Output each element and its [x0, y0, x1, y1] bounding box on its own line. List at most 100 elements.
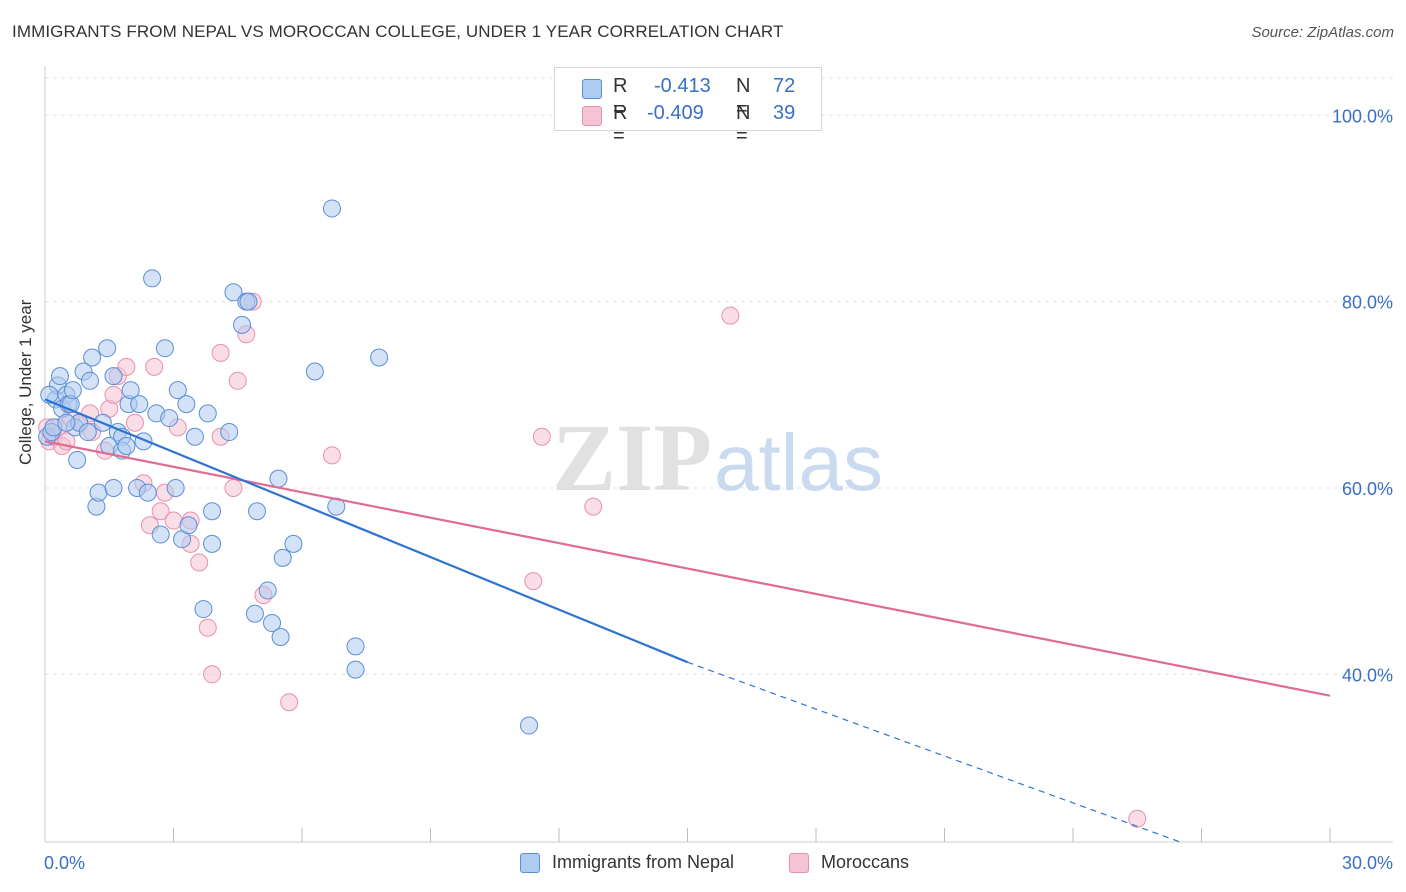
nepal-point — [185, 427, 204, 446]
moroccans-point — [721, 306, 740, 325]
tick-labels: 40.0% 60.0% 80.0% 100.0% 0.0% 30.0% — [44, 106, 1393, 873]
nepal-point — [239, 292, 258, 311]
moroccans-point — [125, 413, 144, 432]
nepal-trend-line — [44, 398, 688, 664]
nepal-point — [80, 371, 99, 390]
y-tick-label: 100.0% — [1332, 106, 1393, 126]
nepal-n-value: 72 — [773, 75, 796, 97]
nepal-point — [370, 348, 389, 367]
legend-nepal-label: Immigrants from Nepal — [552, 852, 735, 872]
nepal-point — [305, 362, 324, 381]
moroccans-point — [224, 478, 243, 497]
nepal-point — [50, 367, 69, 386]
nepal-point — [160, 409, 179, 428]
nepal-point — [269, 469, 288, 488]
source-label: Source: ZipAtlas.com — [1251, 24, 1394, 41]
nepal-point — [98, 339, 117, 358]
watermark: ZIP atlas — [552, 404, 883, 511]
nepal-point — [78, 423, 97, 442]
chart-title: IMMIGRANTS FROM NEPAL VS MOROCCAN COLLEG… — [12, 22, 784, 41]
nepal-point — [179, 516, 198, 535]
watermark-atlas: atlas — [714, 418, 883, 507]
nepal-point — [245, 604, 264, 623]
nepal-point — [284, 534, 303, 553]
nepal-r-value: -0.413 — [654, 75, 711, 97]
moroccans-point — [145, 357, 164, 376]
nepal-point — [220, 423, 239, 442]
nepal-point — [273, 548, 292, 567]
legend-nepal-swatch — [520, 853, 540, 873]
nepal-point — [40, 385, 59, 404]
trend-lines — [44, 398, 1331, 843]
nepal-point — [89, 483, 108, 502]
nepal-point — [166, 478, 185, 497]
nepal-point — [121, 381, 140, 400]
nepal-r-label: R = — [613, 75, 628, 120]
moroccans-point — [203, 665, 222, 684]
nepal-point — [346, 637, 365, 656]
moroccans-point — [104, 385, 123, 404]
nepal-point — [63, 381, 82, 400]
y-tick-label: 80.0% — [1342, 293, 1393, 313]
moroccans-point — [190, 553, 209, 572]
moroccans-point — [1128, 809, 1147, 828]
nepal-point — [263, 614, 282, 633]
moroccans-point — [151, 502, 170, 521]
moroccans-r-label: R = — [613, 102, 628, 147]
nepal-point — [83, 348, 102, 367]
axes — [44, 66, 1393, 843]
nepal-point — [346, 660, 365, 679]
y-axis-label: College, Under 1 year — [16, 299, 35, 465]
moroccans-point — [532, 427, 551, 446]
grid — [45, 77, 1393, 675]
legend-moroccans-label: Moroccans — [821, 852, 910, 872]
nepal-point — [203, 502, 222, 521]
stats-legend-box: R = -0.413 N = 72 R = -0.409 N = 39 — [554, 67, 822, 147]
nepal-point — [168, 381, 187, 400]
nepal-point — [117, 437, 136, 456]
nepal-point — [520, 716, 539, 735]
moroccans-point — [524, 572, 543, 591]
nepal-point — [57, 413, 76, 432]
moroccans-point — [164, 511, 183, 530]
moroccans-point — [322, 446, 341, 465]
nepal-point — [104, 478, 123, 497]
moroccans-n-label: N = — [736, 102, 751, 147]
moroccans-trend-line — [44, 440, 1331, 697]
moroccans-point — [211, 343, 230, 362]
moroccans-point — [228, 371, 247, 390]
nepal-point — [138, 483, 157, 502]
nepal-point — [151, 525, 170, 544]
nepal-point — [68, 451, 87, 469]
nepal-point — [233, 315, 252, 334]
moroccans-point — [117, 357, 136, 376]
nepal-point — [143, 269, 162, 288]
nepal-point — [271, 628, 290, 647]
nepal-n-label: N = — [736, 75, 751, 120]
y-tick-label: 40.0% — [1342, 665, 1393, 685]
nepal-point — [198, 404, 217, 423]
moroccans-points — [38, 292, 1147, 828]
nepal-swatch — [582, 79, 602, 99]
nepal-point — [194, 600, 213, 619]
x-tick-label: 0.0% — [44, 853, 85, 873]
nepal-point — [224, 283, 243, 302]
nepal-trend-extension — [687, 661, 1181, 843]
moroccans-point — [584, 497, 603, 516]
nepal-point — [258, 581, 277, 600]
nepal-point — [155, 339, 174, 358]
moroccans-r-value: -0.409 — [647, 102, 704, 124]
nepal-point — [130, 395, 149, 414]
nepal-point — [322, 199, 341, 218]
legend-moroccans-swatch — [789, 853, 809, 873]
watermark-zip: ZIP — [552, 404, 712, 511]
nepal-point — [248, 502, 267, 521]
nepal-point — [104, 367, 123, 386]
x-tick-label: 30.0% — [1342, 853, 1393, 873]
moroccans-point — [198, 618, 217, 637]
moroccans-swatch — [582, 106, 602, 126]
y-tick-label: 60.0% — [1342, 479, 1393, 499]
moroccans-n-value: 39 — [773, 102, 796, 124]
nepal-point — [177, 395, 196, 414]
